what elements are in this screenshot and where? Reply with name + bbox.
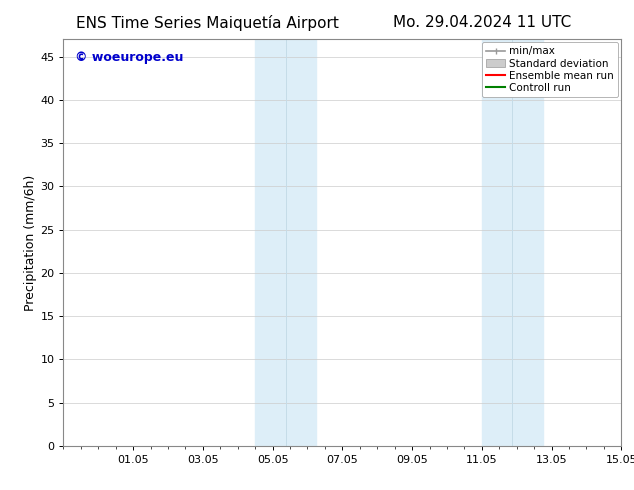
Text: ENS Time Series Maiquetía Airport: ENS Time Series Maiquetía Airport (76, 15, 339, 31)
Text: © woeurope.eu: © woeurope.eu (75, 51, 183, 64)
Bar (482, 39, 543, 446)
Y-axis label: Precipitation (mm/6h): Precipitation (mm/6h) (25, 174, 37, 311)
Text: Mo. 29.04.2024 11 UTC: Mo. 29.04.2024 11 UTC (393, 15, 571, 30)
Legend: min/max, Standard deviation, Ensemble mean run, Controll run: min/max, Standard deviation, Ensemble me… (482, 42, 618, 97)
Bar (255, 39, 316, 446)
